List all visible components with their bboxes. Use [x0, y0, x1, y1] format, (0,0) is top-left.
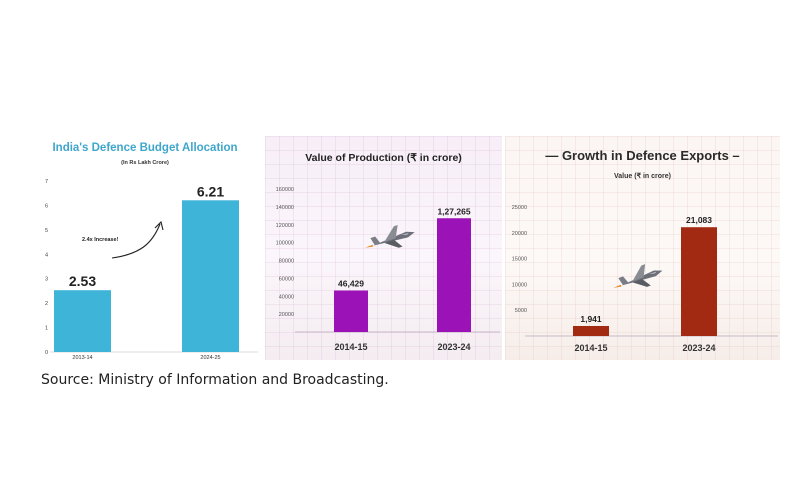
production-value-label: 1,27,265	[437, 206, 470, 216]
exports-category-label: 2023-24	[682, 343, 715, 353]
budget-y-tick-label: 5	[45, 228, 48, 234]
budget-y-tick-label: 7	[45, 179, 48, 185]
budget-bar-2024-25	[182, 200, 239, 352]
production-category-label: 2014-15	[334, 342, 367, 352]
production-bar-2023-24	[437, 218, 471, 332]
budget-bar-2013-14	[54, 290, 111, 352]
exports-chart-subtitle: Value (₹ in crore)	[614, 173, 671, 180]
exports-bar-2014-15	[573, 325, 609, 336]
production-y-tick-label: 160000	[276, 187, 294, 193]
fighter-jet-icon	[365, 225, 415, 248]
exports-value-label: 21,083	[686, 215, 712, 225]
exports-bar-2023-24	[681, 227, 717, 336]
exports-category-label: 2014-15	[574, 343, 607, 353]
exports-y-tick-label: 15000	[512, 257, 527, 263]
budget-chart-subtitle: (In Rs Lakh Crore)	[121, 160, 169, 166]
fighter-jet-icon	[613, 264, 663, 288]
production-y-tick-label: 100000	[276, 241, 294, 247]
budget-y-tick-label: 6	[45, 203, 48, 209]
exports-chart-panel: — Growth in Defence Exports – Value (₹ i…	[505, 136, 780, 360]
production-y-tick-label: 140000	[276, 205, 294, 211]
budget-category-label: 2013-14	[72, 355, 92, 360]
budget-chart-title: India's Defence Budget Allocation	[52, 142, 238, 154]
production-y-tick-label: 40000	[279, 294, 294, 300]
budget-category-label: 2024-25	[200, 355, 220, 360]
budget-value-label: 6.21	[197, 183, 224, 199]
exports-y-tick-label: 20000	[512, 231, 527, 237]
budget-y-tick-label: 1	[45, 326, 48, 332]
production-y-tick-label: 80000	[279, 259, 294, 265]
budget-chart-svg: 0 1 2 3 4 5 6 7 2.53 6.21 2013-14 2024-25 2.4x In…	[45, 179, 258, 360]
budget-value-label: 2.53	[69, 273, 96, 289]
budget-y-tick-label: 0	[45, 350, 48, 356]
exports-y-tick-label: 5000	[515, 308, 527, 314]
budget-y-tick-label: 3	[45, 277, 48, 283]
increase-annotation-text: 2.4x Increase!	[82, 237, 119, 243]
increase-annotation: 2.4x Increase!	[82, 220, 164, 259]
production-y-tick-label: 120000	[276, 223, 294, 229]
production-category-label: 2023-24	[437, 342, 470, 352]
source-caption: Source: Ministry of Information and Broa…	[41, 372, 389, 388]
budget-y-tick-label: 4	[45, 252, 48, 258]
annotation-arrow-curve	[111, 223, 161, 259]
exports-value-label: 1,941	[580, 314, 602, 324]
production-bar-2014-15	[334, 290, 368, 332]
exports-grid-background	[505, 136, 780, 360]
exports-chart-svg: 5000 10000 15000 20000 25000 1,941 21,083 201…	[512, 205, 778, 353]
production-y-tick-label: 20000	[279, 312, 294, 318]
exports-y-tick-label: 10000	[512, 282, 527, 288]
production-chart-svg: 20000 40000 60000 80000 100000 120000 140000 16…	[276, 187, 500, 352]
annotation-arrow-head-icon	[154, 220, 164, 231]
production-value-label: 46,429	[338, 279, 364, 289]
budget-y-tick-label: 2	[45, 301, 48, 307]
exports-chart-title: — Growth in Defence Exports –	[545, 148, 740, 163]
production-chart-panel: Value of Production (₹ in crore) 20000 40…	[265, 136, 502, 360]
production-y-tick-label: 60000	[279, 276, 294, 282]
budget-chart-panel: India's Defence Budget Allocation (In Rs…	[30, 136, 260, 360]
exports-y-tick-label: 25000	[512, 205, 527, 211]
production-chart-title: Value of Production (₹ in crore)	[305, 152, 462, 164]
